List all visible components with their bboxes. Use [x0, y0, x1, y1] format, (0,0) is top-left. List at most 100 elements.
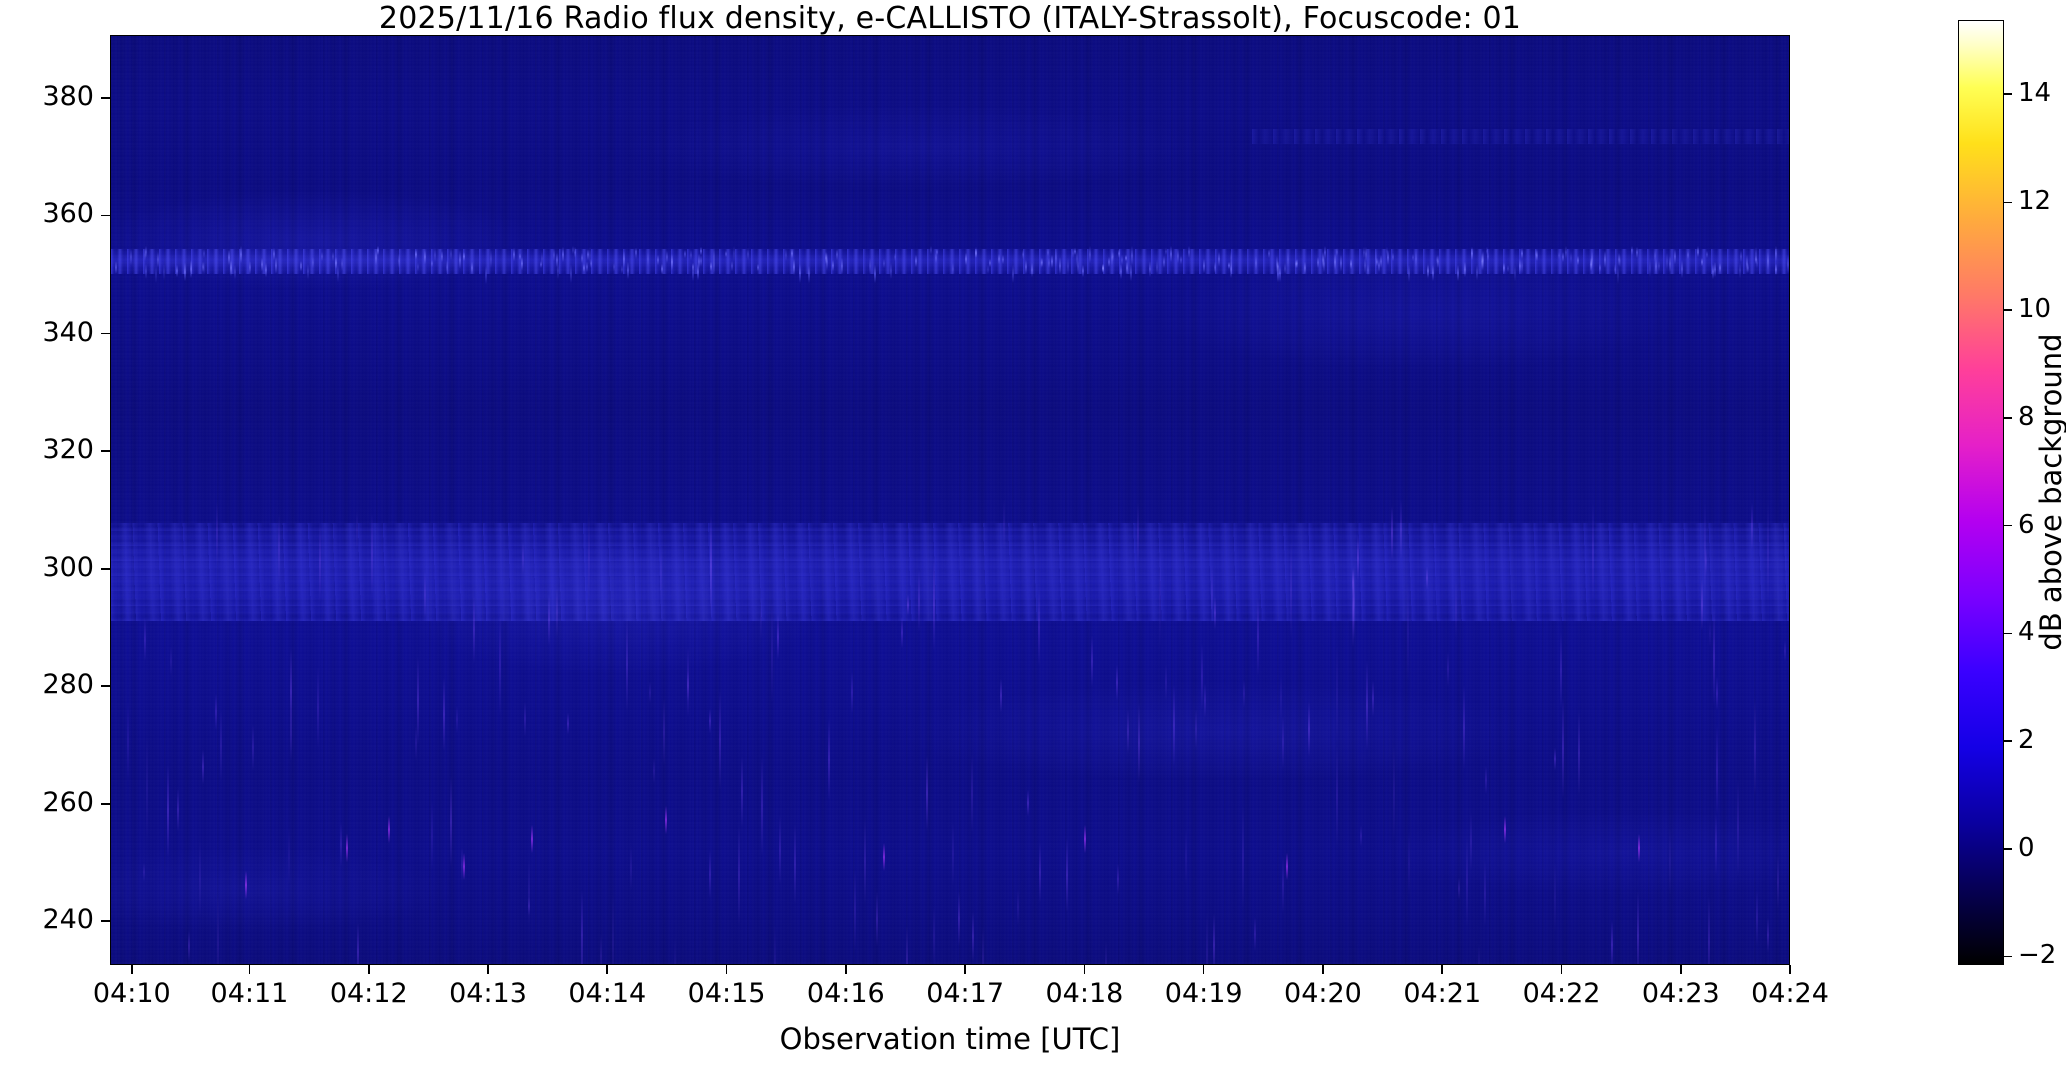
bright-burst: [1503, 815, 1506, 844]
bright-burst: [463, 852, 466, 881]
rfi-spike: [440, 251, 443, 263]
noise-spike: [686, 647, 689, 718]
x-tick-label: 04:22: [1522, 978, 1601, 1009]
rfi-spike: [1589, 258, 1592, 272]
noise-spike: [1756, 891, 1759, 944]
noise-spike: [1307, 702, 1310, 757]
rfi-spike: [489, 250, 492, 269]
x-tick-mark: [1202, 965, 1205, 974]
rfi-spike: [1119, 264, 1122, 279]
noise-spike: [1138, 703, 1141, 783]
noise-spike: [687, 671, 690, 701]
x-tick-mark: [1441, 965, 1444, 974]
rfi-spike: [1363, 257, 1366, 274]
rfi-spike: [666, 251, 669, 264]
rfi-spike: [1048, 258, 1051, 268]
rfi-spike: [1303, 262, 1306, 274]
rfi-spike: [1126, 262, 1129, 274]
noise-spike: [1708, 620, 1711, 648]
noise-spike: [1335, 747, 1338, 845]
noise-spike: [498, 614, 501, 715]
noise-spike: [719, 691, 722, 789]
noise-spike: [188, 930, 191, 961]
noise-spike: [1164, 665, 1167, 699]
rfi-spike: [732, 246, 735, 262]
noise-spike: [1371, 681, 1374, 717]
rfi-spike: [1121, 255, 1124, 266]
rfi-spike: [1535, 249, 1538, 261]
noise-spike: [957, 891, 960, 945]
rfi-spike: [1025, 259, 1028, 274]
bright-burst: [245, 871, 248, 900]
rfi-spike: [1648, 259, 1651, 278]
noise-spike: [1407, 584, 1410, 681]
rfi-spike: [1129, 264, 1132, 282]
rfi-spike: [1275, 255, 1278, 273]
x-tick-mark: [248, 965, 251, 974]
rfi-spike: [826, 253, 829, 271]
noise-spike: [1359, 826, 1362, 847]
noise-spike: [1736, 779, 1739, 877]
noise-spike: [1241, 806, 1244, 907]
rfi-spike: [1486, 247, 1489, 255]
colorbar-tick-mark: [2004, 201, 2012, 204]
rfi-spike: [1362, 247, 1365, 259]
noise-spike: [771, 604, 774, 703]
noise-spike: [1136, 504, 1139, 562]
rfi-spike: [1687, 250, 1690, 259]
noise-spike: [166, 765, 169, 858]
rfi-spike: [1775, 245, 1778, 262]
rfi-spike: [1075, 250, 1078, 268]
noise-spike: [1483, 861, 1486, 927]
rfi-spike: [935, 253, 938, 264]
rfi-spike: [700, 255, 703, 266]
rfi-spike: [539, 261, 542, 269]
noise-spike: [1126, 709, 1129, 753]
rfi-spike: [684, 250, 687, 258]
noise-spike: [828, 718, 831, 800]
noise-spike: [1701, 580, 1704, 631]
rfi-spike: [1377, 259, 1380, 273]
rfi-spike: [570, 264, 573, 284]
noise-spike: [794, 825, 797, 904]
rfi-spike: [341, 257, 344, 271]
rfi-spike: [239, 245, 242, 263]
noise-spike: [1426, 567, 1429, 589]
noise-spike: [1253, 916, 1256, 951]
noise-spike: [1204, 684, 1207, 717]
y-tick-label: 360: [42, 198, 94, 230]
rfi-spike: [1631, 246, 1634, 255]
noise-spike: [905, 927, 908, 964]
rfi-spike: [1740, 250, 1743, 262]
noise-spike: [449, 776, 452, 866]
noise-spike: [1715, 676, 1718, 710]
noise-spike: [1715, 725, 1718, 815]
rfi-spike: [1437, 255, 1440, 268]
x-tick-mark: [131, 965, 133, 974]
noise-spike: [759, 598, 762, 641]
rfi-spike: [1754, 247, 1757, 262]
noise-spike: [630, 847, 632, 889]
rfi-spike: [1681, 260, 1684, 279]
noise-spike: [1592, 503, 1595, 600]
rfi-spike: [265, 262, 268, 277]
noise-spike: [901, 616, 903, 649]
rfi-spike: [260, 258, 263, 271]
rfi-spike: [434, 247, 436, 263]
spectrogram-vertical-noise: [111, 36, 1789, 964]
colorbar-tick-label: 4: [2018, 617, 2035, 648]
noise-spike: [1205, 914, 1208, 964]
noise-spike: [169, 646, 172, 675]
rfi-spike: [130, 249, 133, 265]
noise-spike: [414, 725, 417, 761]
rfi-spike: [691, 262, 694, 272]
noise-spike: [1185, 831, 1188, 884]
noise-spike: [1767, 504, 1770, 598]
rfi-spike: [572, 246, 575, 254]
rfi-spike: [731, 260, 734, 271]
noise-spike: [710, 514, 713, 616]
rfi-spike: [1503, 262, 1506, 273]
noise-spike: [625, 617, 628, 711]
rfi-spike: [336, 264, 339, 282]
noise-spike: [1713, 609, 1716, 705]
